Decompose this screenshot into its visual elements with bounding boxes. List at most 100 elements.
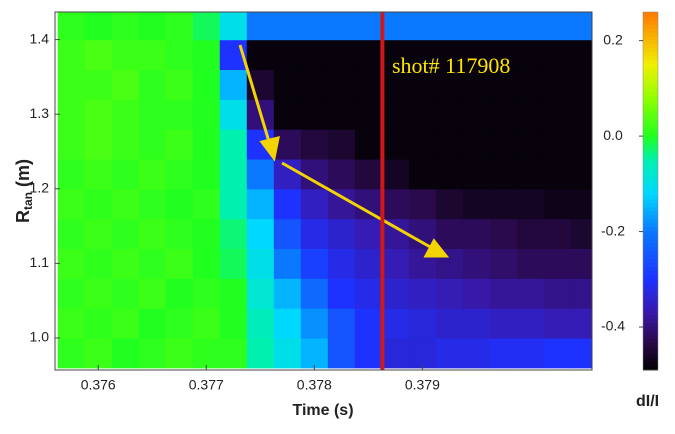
colorbar-segment — [643, 40, 658, 44]
heatmap-cell — [328, 129, 356, 159]
heatmap-cell — [544, 189, 572, 219]
colorbar-segment — [643, 298, 658, 302]
colorbar-segment — [643, 306, 658, 310]
y-tick-label: 1.1 — [30, 254, 50, 270]
colorbar-segment — [643, 279, 658, 283]
heatmap-cell — [85, 189, 113, 219]
heatmap-cell — [301, 219, 329, 249]
heatmap-cell — [112, 40, 140, 70]
heatmap-cell — [571, 278, 599, 308]
heatmap-cell — [517, 40, 545, 70]
heatmap-cell — [544, 278, 572, 308]
colorbar-segment — [643, 227, 658, 231]
colorbar-segment — [643, 80, 658, 84]
heatmap-cell — [166, 99, 194, 129]
heatmap-cell — [328, 159, 356, 189]
y-tick-label: 1.4 — [30, 30, 50, 46]
heatmap-cell — [490, 308, 518, 338]
heatmap-cell — [166, 278, 194, 308]
colorbar-segment — [643, 44, 658, 48]
heatmap-cell — [193, 278, 221, 308]
colorbar-tick-label: 0.2 — [603, 31, 623, 47]
heatmap-cell — [517, 99, 545, 129]
colorbar-segment — [643, 330, 658, 334]
colorbar-segment — [643, 191, 658, 195]
heatmap-cell — [193, 189, 221, 219]
colorbar-segment — [643, 64, 658, 68]
colorbar-segment — [643, 131, 658, 135]
heatmap-cell — [193, 129, 221, 159]
colorbar-segment — [643, 302, 658, 306]
heatmap-cell — [436, 10, 464, 40]
heatmap-cell — [490, 189, 518, 219]
heatmap-cell — [166, 10, 194, 40]
x-axis-label: Time (s) — [292, 402, 353, 419]
heatmap-cell — [544, 129, 572, 159]
colorbar-segment — [643, 310, 658, 314]
heatmap-cell — [382, 129, 410, 159]
heatmap-cell — [517, 69, 545, 99]
colorbar-segment — [643, 243, 658, 247]
heatmap-cell — [274, 10, 302, 40]
colorbar-tick-label: -0.4 — [601, 318, 625, 334]
heatmap-cell — [490, 129, 518, 159]
heatmap-cell — [85, 40, 113, 70]
heatmap-cell — [85, 338, 113, 368]
heatmap-cell — [571, 69, 599, 99]
colorbar-segment — [643, 36, 658, 40]
heatmap-cell — [463, 248, 491, 278]
heatmap-cell — [355, 338, 383, 368]
heatmap-cell — [220, 278, 248, 308]
heatmap-cell — [112, 219, 140, 249]
heatmap-cell — [328, 338, 356, 368]
colorbar-segment — [643, 24, 658, 28]
colorbar-segment — [643, 76, 658, 80]
colorbar-segment — [643, 314, 658, 318]
heatmap-cell — [355, 10, 383, 40]
heatmap-cell — [85, 69, 113, 99]
heatmap-cell — [517, 308, 545, 338]
heatmap-cell — [490, 278, 518, 308]
colorbar-segment — [643, 362, 658, 366]
colorbar-label: dI/I — [636, 393, 659, 410]
colorbar-segment — [643, 318, 658, 322]
heatmap-cell — [544, 219, 572, 249]
heatmap-cell — [139, 338, 167, 368]
heatmap-cell — [463, 338, 491, 368]
colorbar-segment — [643, 151, 658, 155]
heatmap-cell — [571, 129, 599, 159]
heatmap-cell — [544, 308, 572, 338]
heatmap-cell — [166, 40, 194, 70]
heatmap-cell — [382, 189, 410, 219]
heatmap-cell — [463, 219, 491, 249]
heatmap-cell — [355, 69, 383, 99]
heatmap-cell — [247, 248, 275, 278]
heatmap-cell — [139, 10, 167, 40]
heatmap-cell — [328, 219, 356, 249]
heatmap-cell — [220, 10, 248, 40]
colorbar-segment — [643, 286, 658, 290]
heatmap-cell — [193, 159, 221, 189]
colorbar-segment — [643, 223, 658, 227]
colorbar-segment — [643, 203, 658, 207]
heatmap-cell — [355, 129, 383, 159]
colorbar-segment — [643, 32, 658, 36]
colorbar-segment — [643, 326, 658, 330]
y-tick-label: 1.2 — [30, 179, 50, 195]
heatmap-cell — [220, 248, 248, 278]
heatmap-cell — [247, 278, 275, 308]
heatmap-cell — [220, 219, 248, 249]
heatmap-cell — [382, 338, 410, 368]
heatmap-cell — [58, 69, 86, 99]
colorbar-segment — [643, 127, 658, 131]
heatmap-cell — [571, 308, 599, 338]
heatmap-cell — [220, 99, 248, 129]
colorbar-segment — [643, 322, 658, 326]
colorbar-segment — [643, 334, 658, 338]
heatmap-cell — [544, 248, 572, 278]
colorbar-segment — [643, 342, 658, 346]
heatmap-cell — [193, 248, 221, 278]
colorbar-segment — [643, 48, 658, 52]
heatmap-cell — [490, 159, 518, 189]
colorbar-segment — [643, 16, 658, 20]
